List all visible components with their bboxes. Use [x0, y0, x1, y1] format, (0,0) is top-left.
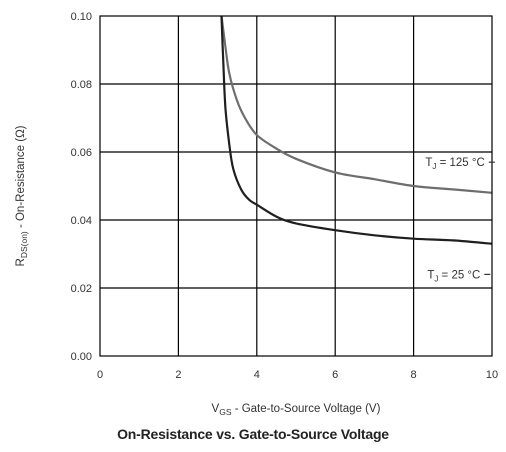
- x-tick-label: 4: [254, 369, 260, 381]
- x-axis-label: VGS - Gate-to-Source Voltage (V): [212, 403, 381, 417]
- y-tick-label: 0.04: [71, 215, 92, 227]
- x-tick-label: 10: [486, 369, 498, 381]
- series-label-0: TJ = 125 °C: [422, 156, 495, 173]
- chart-title: On-Resistance vs. Gate-to-Source Voltage: [117, 426, 389, 442]
- x-tick-label: 6: [332, 369, 338, 381]
- y-axis-label: RDS(on) - On-Resistance (Ω): [15, 125, 29, 266]
- x-tick-labels: 0 2 4 6 8 10: [97, 369, 498, 381]
- series-label-bg: [422, 156, 488, 173]
- series-label-bg: [424, 268, 484, 285]
- series-line-1: [220, 15, 493, 245]
- plot-frame: [99, 15, 493, 357]
- x-tick-label: 2: [175, 369, 181, 381]
- y-tick-label: 0.06: [71, 147, 92, 159]
- x-tick-label: 0: [97, 369, 103, 381]
- y-tick-labels: 0.00 0.02 0.04 0.06 0.08 0.10: [71, 11, 92, 363]
- series-label-text: TJ = 125 °C: [425, 157, 484, 171]
- x-tick-label: 8: [411, 369, 417, 381]
- series-layer: [220, 15, 493, 245]
- y-tick-label: 0.08: [71, 79, 92, 91]
- y-tick-label: 0.02: [71, 283, 92, 295]
- grid: [100, 16, 492, 356]
- series-label-text: TJ = 25 °C: [427, 269, 480, 283]
- annotations: TJ = 125 °C TJ = 25 °C: [422, 156, 495, 285]
- series-line-0: [220, 15, 493, 194]
- y-tick-label: 0.00: [71, 351, 92, 363]
- series-label-1: TJ = 25 °C: [424, 268, 491, 285]
- y-tick-label: 0.10: [71, 11, 92, 23]
